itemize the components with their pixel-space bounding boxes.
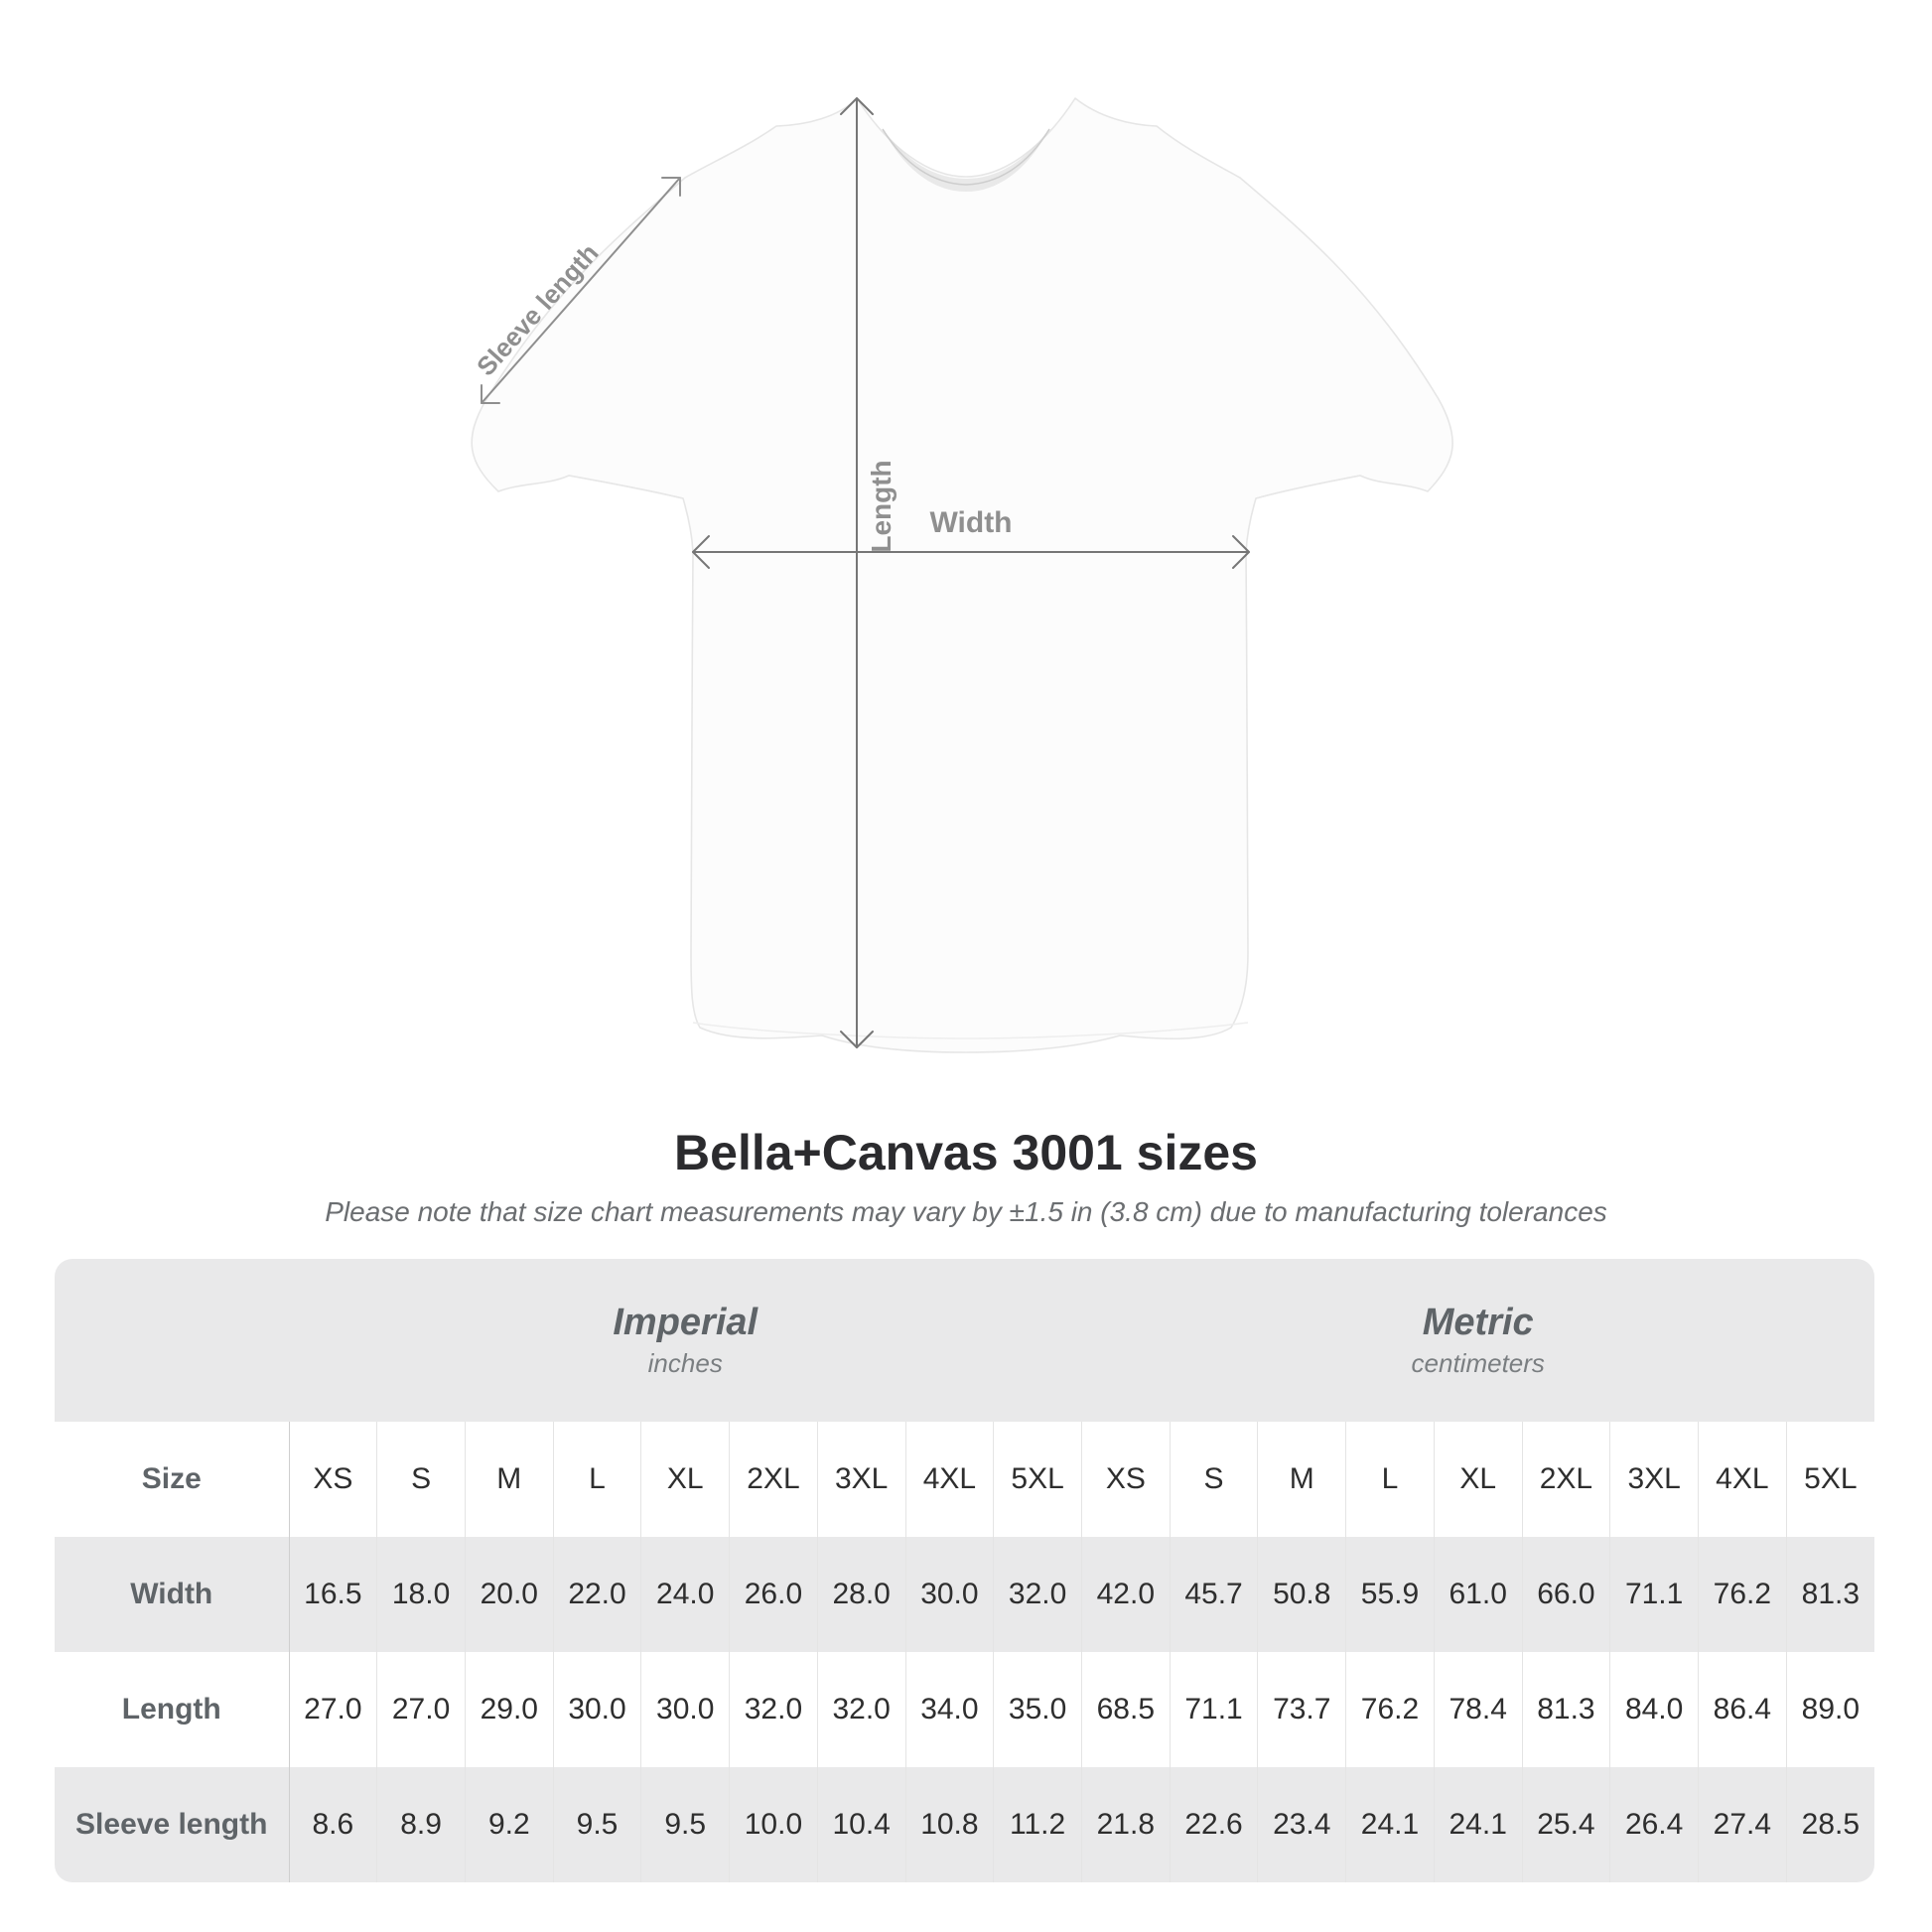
svg-text:Length: Length bbox=[866, 460, 897, 552]
svg-text:Width: Width bbox=[929, 506, 1012, 539]
